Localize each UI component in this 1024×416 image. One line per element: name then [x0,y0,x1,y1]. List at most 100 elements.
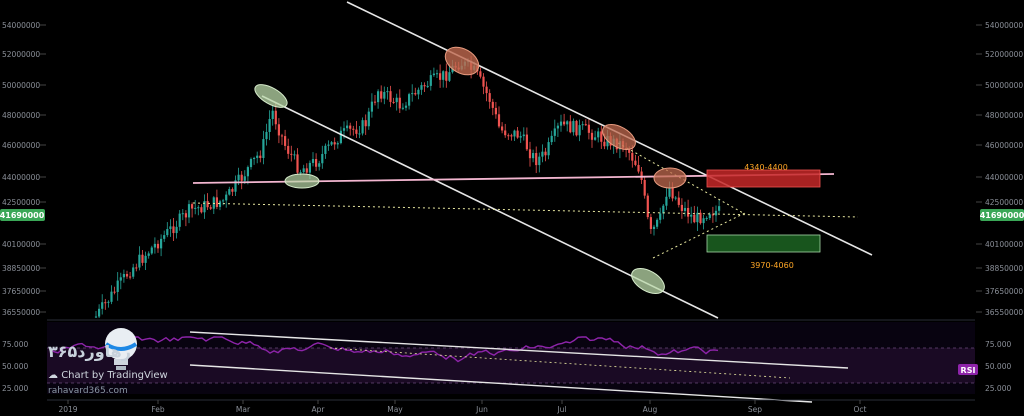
right-axis-label: 42500000 [985,198,1023,207]
candle-body [640,171,643,180]
candle-body [643,179,646,196]
candle-body [169,226,172,230]
candle-body [203,201,206,213]
candle-body [519,136,522,138]
left-axis-label: 52000000 [2,50,40,59]
candle-body [674,197,677,199]
candle-body [547,142,550,156]
right-price-label [980,209,1024,221]
candle-body [522,134,525,137]
candle-body [423,85,426,87]
lightbulb-icon [104,328,138,370]
upper-line-touch-marker[interactable] [598,119,639,154]
left-price-axis: 54000000 52000000 50000000 48000000 46000000… [2,21,46,317]
time-axis-label: May [387,405,403,414]
rsi-upper-trendline[interactable] [189,331,849,369]
candle-body [677,197,680,205]
candle-body [525,134,528,150]
candle-body [209,207,212,209]
candle-body [268,119,271,132]
candle-body [156,243,160,249]
candle-body [578,125,581,136]
candle-body [144,255,147,263]
candle-body [346,125,349,129]
time-axis-label: Apr [312,405,326,414]
candle-body [646,195,649,218]
candle-body [246,167,249,177]
candle-body [240,174,243,181]
left-axis-label: 50000000 [2,81,40,90]
rsi-dotted-line[interactable] [329,347,791,379]
left-axis-label: 37650000 [2,287,40,296]
pink-line-touch-marker[interactable] [284,173,320,189]
tradingview-cloud-icon: ☁ [48,370,58,381]
candle-body [361,120,364,134]
candle-body [566,121,569,125]
candle-body [380,91,383,99]
triangle-upper-line[interactable] [617,142,746,215]
candle-body [507,135,510,137]
candle-body [680,204,683,211]
candle-body [485,86,488,94]
support-zone[interactable] [706,234,821,253]
candle-body [184,213,187,218]
candle-body [718,206,721,211]
candle-body [389,91,392,102]
dotted-horizontal-line[interactable] [192,202,859,218]
time-axis-label: Jul [556,405,566,414]
time-axis-label: Jun [475,405,488,414]
candle-body [194,207,197,209]
candle-body [234,180,237,192]
lower-line-touch-marker[interactable] [627,263,668,298]
candle-body [135,267,138,269]
candle-body [491,101,494,108]
candle-body [501,126,504,131]
candle-body [315,159,318,167]
time-axis-label: Mar [236,405,251,414]
candle-body [569,121,572,133]
candle-body [172,226,175,234]
candle-body [330,142,333,145]
candle-body [587,124,590,133]
candle-body [222,200,225,202]
candle-body [690,214,693,217]
candle-body [104,302,107,304]
candle-body [411,93,414,95]
candle-body [532,153,535,159]
candle-body [141,254,144,263]
right-axis-label: 50000000 [985,81,1023,90]
left-axis-label: 48000000 [2,111,40,120]
left-axis-label: 42500000 [2,198,40,207]
left-axis-label: 54000000 [2,21,40,30]
resistance-zone[interactable] [706,169,821,188]
watermark: رهاورد۳۶۵ ☁ Chart by TradingView rahavar… [48,322,208,400]
time-axis: 2019 Feb Mar Apr May Jun Jul Aug Sep Oct [58,400,867,414]
candle-body [125,274,129,277]
candle-body [237,174,240,181]
candle-body [699,212,702,224]
candle-body [370,101,373,112]
rsi-axis: 75.000 75.000 50.000 50.000 25.000 25.000 [2,340,1011,393]
candle-body [581,124,584,126]
candle-body [274,110,277,125]
candle-body [708,214,711,219]
candle-body [280,135,284,137]
right-axis-label: 37650000 [985,287,1023,296]
resistance-touch-marker[interactable] [653,167,687,189]
rsi-left-axis-label: 25.000 [2,384,28,393]
candle-body [656,219,659,227]
candle-body [191,204,194,209]
candle-body [327,144,330,146]
candle-body [705,218,708,220]
candle-body [377,91,380,103]
candle-body [631,152,634,161]
top-touch-marker[interactable] [440,42,483,81]
candle-body [398,97,401,109]
candle-body [253,157,256,160]
candle-body [628,149,631,153]
left-price-label-text: 41690000 [0,211,45,220]
candle-body [215,197,218,207]
rsi-lower-trendline[interactable] [189,364,813,403]
swing-high-marker[interactable] [251,80,290,112]
